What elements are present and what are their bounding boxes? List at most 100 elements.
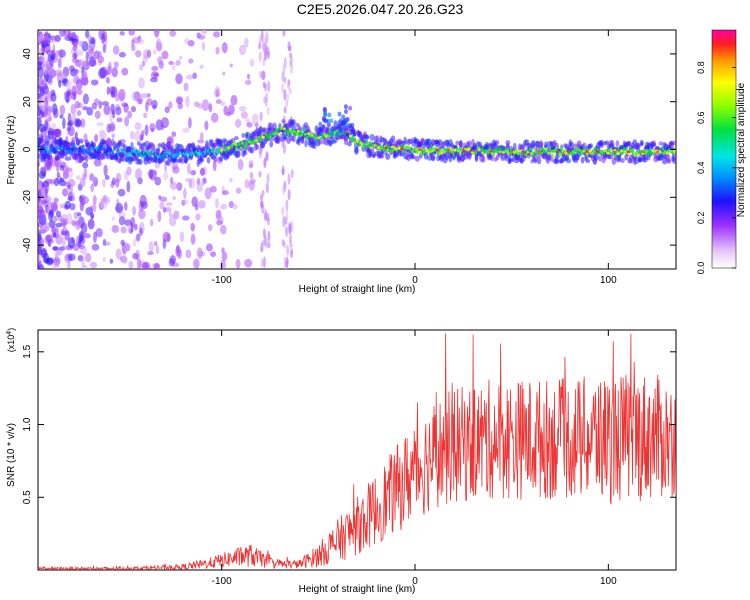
spectrogram-cell <box>106 86 110 96</box>
spectrogram-cell <box>235 258 241 269</box>
spectrogram-cell <box>138 208 146 220</box>
spectrogram-cell <box>197 139 205 144</box>
spectrogram-cell <box>67 112 72 125</box>
spectrogram-cell <box>258 138 262 142</box>
spectrogram-cell <box>248 160 254 167</box>
spectrogram-cell <box>111 67 118 78</box>
spectrogram-cell <box>135 50 142 58</box>
spectrogram-cell <box>195 213 201 221</box>
spectrogram-cell <box>540 151 544 155</box>
spectrogram-cell <box>571 149 575 153</box>
spectrogram-cell <box>156 148 160 156</box>
spectrogram-cell <box>580 156 585 164</box>
spectrogram-cell <box>222 190 229 195</box>
spectrogram-cell <box>111 133 116 139</box>
spectrogram-cell <box>281 83 285 94</box>
spectrogram-cell <box>290 249 294 259</box>
spectrogram-cell <box>50 122 57 129</box>
spectrogram-cell <box>133 223 138 231</box>
spectrogram-cell <box>338 128 343 134</box>
spectrogram-cell <box>266 106 270 116</box>
spectrogram-cell <box>193 258 200 269</box>
spectrogram-cell <box>86 106 94 116</box>
spectrogram-cell <box>64 200 71 209</box>
spectrogram-cell <box>67 184 71 190</box>
spectrogram-cell <box>149 218 154 227</box>
spectrogram-y-tick-label: -20 <box>22 190 33 205</box>
snr-scale-label: (x104) <box>6 328 17 352</box>
spectrogram-cell <box>151 66 159 71</box>
colorbar-label: Normalized spectral amplitude <box>736 82 747 217</box>
spectrogram-cell <box>131 44 136 52</box>
spectrogram-cell <box>269 140 274 148</box>
spectrogram-cell <box>117 140 122 146</box>
snr-x-axis-label: Height of straight line (km) <box>299 584 416 595</box>
spectrogram-cell <box>129 130 135 140</box>
spectrogram-cell <box>414 147 419 151</box>
spectrogram-cell <box>329 131 334 137</box>
spectrogram-cell <box>380 145 384 149</box>
spectrogram-cell <box>115 106 122 116</box>
spectrogram-cell <box>441 142 446 149</box>
spectrogram-cell <box>452 155 456 161</box>
spectrogram-cell <box>269 126 273 134</box>
spectrogram-cell <box>215 197 219 209</box>
spectrogram-cell <box>258 126 264 135</box>
spectrogram-cell <box>188 58 194 64</box>
spectrogram-cell <box>484 149 488 153</box>
spectrogram-cell <box>48 114 53 122</box>
spectrogram-cell <box>286 244 290 256</box>
spectrogram-cell <box>164 206 172 213</box>
spectrogram-cell <box>127 224 132 232</box>
spectrogram-cell <box>267 230 271 242</box>
spectrogram-cell <box>272 132 276 136</box>
spectrogram-cell <box>40 85 45 97</box>
spectrogram-cell <box>101 140 107 145</box>
spectrogram-cell <box>52 262 60 269</box>
spectrogram-cell <box>322 107 327 113</box>
spectrogram-cell <box>144 124 149 136</box>
spectrogram-cell <box>64 229 70 241</box>
spectrogram-cell <box>318 121 323 127</box>
spectrogram-cell <box>592 150 596 153</box>
spectrogram-cell <box>585 150 589 154</box>
spectrogram-cell <box>115 202 124 214</box>
spectrogram-cell <box>197 199 206 209</box>
spectrogram-cell <box>327 112 332 118</box>
spectrogram-cell <box>613 150 617 154</box>
spectrogram-cell <box>513 142 517 149</box>
spectrogram-cell <box>38 209 42 218</box>
spectrogram-x-tick-label: 0 <box>412 275 418 286</box>
spectrogram-cell <box>495 150 499 154</box>
spectrogram-cell <box>265 30 269 36</box>
spectrogram-cell <box>199 157 205 163</box>
spectrogram-cell <box>651 149 655 153</box>
spectrogram-cell <box>578 148 582 152</box>
spectrogram-cell <box>232 203 238 210</box>
spectrogram-cell <box>642 156 648 163</box>
spectrogram-cell <box>220 148 224 152</box>
spectrogram-cell <box>92 145 96 150</box>
spectrogram-cell <box>128 261 134 269</box>
spectrogram-cell <box>94 110 101 120</box>
spectrogram-cell <box>149 123 156 132</box>
spectrogram-cell <box>324 135 328 138</box>
spectrogram-cell <box>287 81 291 90</box>
spectrogram-cell <box>150 144 156 151</box>
spectrogram-plot: -100 0 100 -40 -20 0 20 40 Height of straight … <box>6 29 677 295</box>
spectrogram-cell <box>185 249 192 259</box>
spectrogram-cell <box>200 132 204 141</box>
spectrogram-cell <box>76 49 84 57</box>
spectrogram-cell <box>425 149 429 153</box>
spectrogram-cell <box>214 86 221 95</box>
spectrogram-cell <box>109 111 113 123</box>
spectrogram-cell <box>283 135 287 140</box>
spectrogram-cell <box>163 171 169 181</box>
spectrogram-cell <box>371 153 376 159</box>
spectrogram-cell <box>103 104 111 116</box>
spectrogram-cell <box>154 262 160 269</box>
spectrogram-cell <box>152 170 158 176</box>
spectrogram-cell <box>226 111 231 117</box>
spectrogram-cell <box>260 192 264 201</box>
spectrogram-cell <box>153 49 157 55</box>
